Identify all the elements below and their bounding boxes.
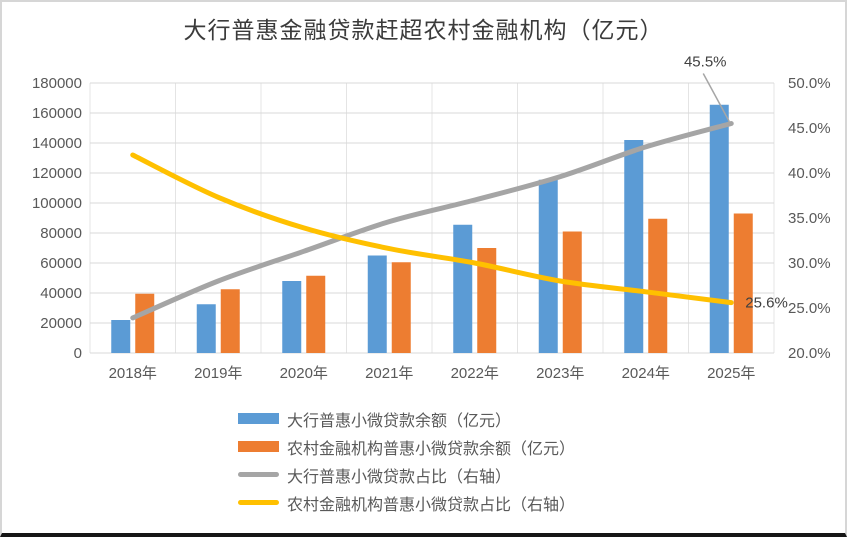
x-tick-2025年: 2025年 xyxy=(707,365,755,382)
y-right-tick-50: 50.0% xyxy=(788,75,831,92)
bar-rural-balance-2023年 xyxy=(562,231,582,353)
y-left-tick-180000: 180000 xyxy=(32,75,82,92)
legend-swatch-big-bank-share-line-icon xyxy=(238,472,279,477)
legend-swatch-big-bank-balance-rect-icon xyxy=(238,413,279,424)
bar-big-bank-balance-2021年 xyxy=(367,255,387,353)
legend-item-rural-balance: 农村金融机构普惠小微贷款余额（亿元） xyxy=(238,436,576,458)
bar-rural-balance-2018年 xyxy=(135,293,155,353)
legend-swatch-rural-share-line-icon xyxy=(238,500,279,505)
x-tick-2023年: 2023年 xyxy=(536,365,584,382)
bar-rural-balance-2021年 xyxy=(391,262,411,353)
y-left-tick-120000: 120000 xyxy=(32,165,82,182)
x-tick-2018年: 2018年 xyxy=(109,365,157,382)
bar-rural-balance-2025年 xyxy=(733,213,753,353)
y-right-tick-45: 45.0% xyxy=(788,120,831,137)
annotation-label-rural-share: 25.6% xyxy=(745,295,788,312)
y-left-tick-40000: 40000 xyxy=(40,285,82,302)
x-tick-2019年: 2019年 xyxy=(194,365,242,382)
y-right-tick-30: 30.0% xyxy=(788,255,831,272)
bar-big-bank-balance-2019年 xyxy=(196,304,216,353)
y-left-tick-80000: 80000 xyxy=(40,225,82,242)
bar-big-bank-balance-2022年 xyxy=(453,224,473,353)
plot-area: 0 20000 40000 60000 80000 100000 120000 140000 1… xyxy=(32,54,831,383)
y-right-tick-25: 25.0% xyxy=(788,300,831,317)
legend-label-big-bank-balance: 大行普惠小微贷款余额（亿元） xyxy=(287,412,512,430)
legend-label-rural-share: 农村金融机构普惠小微贷款占比（右轴） xyxy=(287,496,576,514)
y-left-tick-0: 0 xyxy=(74,345,82,362)
legend: 大行普惠小微贷款余额（亿元） 农村金融机构普惠小微贷款余额（亿元） 大行普惠小微贷款… xyxy=(238,408,576,514)
bar-rural-balance-2020年 xyxy=(306,275,326,353)
bar-big-bank-balance-2024年 xyxy=(624,140,644,353)
y-left-tick-60000: 60000 xyxy=(40,255,82,272)
bar-big-bank-balance-2020年 xyxy=(282,281,302,353)
y-right-tick-35: 35.0% xyxy=(788,210,831,227)
legend-swatch-rural-balance-rect-icon xyxy=(238,441,279,452)
annotation-leader-big-bank-share xyxy=(702,73,730,122)
x-tick-2024年: 2024年 xyxy=(622,365,670,382)
y-right-tick-20: 20.0% xyxy=(788,345,831,362)
x-tick-2022年: 2022年 xyxy=(451,365,499,382)
bar-rural-balance-2022年 xyxy=(477,248,497,353)
bar-rural-balance-2019年 xyxy=(220,289,240,353)
chart-title: 大行普惠金融贷款赶超农村金融机构（亿元） xyxy=(183,18,664,43)
y-right-tick-40: 40.0% xyxy=(788,165,831,182)
bar-big-bank-balance-2018年 xyxy=(111,320,131,353)
legend-item-big-bank-share: 大行普惠小微贷款占比（右轴） xyxy=(238,464,575,486)
x-tick-2020年: 2020年 xyxy=(280,365,328,382)
bar-rural-balance-2024年 xyxy=(648,218,668,353)
y-left-tick-160000: 160000 xyxy=(32,105,82,122)
y-left-tick-100000: 100000 xyxy=(32,195,82,212)
line-rural-share xyxy=(130,152,734,306)
bar-big-bank-balance-2023年 xyxy=(538,179,558,353)
x-tick-2021年: 2021年 xyxy=(365,365,413,382)
y-left-tick-20000: 20000 xyxy=(40,315,82,332)
legend-item-big-bank-balance: 大行普惠小微贷款余额（亿元） xyxy=(238,408,575,430)
y-left-tick-140000: 140000 xyxy=(32,135,82,152)
legend-item-rural-share: 农村金融机构普惠小微贷款占比（右轴） xyxy=(238,492,576,514)
line-big-bank-share xyxy=(130,121,734,321)
legend-label-big-bank-share: 大行普惠小微贷款占比（右轴） xyxy=(287,468,512,486)
legend-label-rural-balance: 农村金融机构普惠小微贷款余额（亿元） xyxy=(287,440,576,458)
bar-big-bank-balance-2025年 xyxy=(709,104,729,353)
annotation-label-big-bank-share: 45.5% xyxy=(684,54,727,71)
